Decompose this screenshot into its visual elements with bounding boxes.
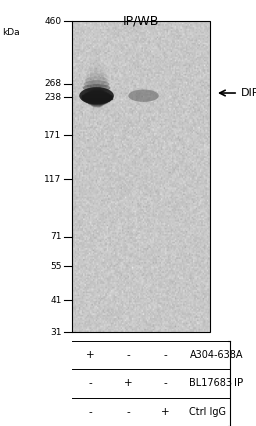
- Text: Ctrl IgG: Ctrl IgG: [189, 407, 227, 417]
- Ellipse shape: [79, 87, 114, 104]
- Ellipse shape: [84, 81, 109, 88]
- Text: 41: 41: [50, 296, 61, 305]
- Text: IP/WB: IP/WB: [123, 15, 159, 28]
- Text: +: +: [161, 407, 170, 417]
- Ellipse shape: [128, 89, 159, 102]
- Text: -: -: [89, 407, 92, 417]
- Text: A304-638A: A304-638A: [189, 350, 243, 360]
- Ellipse shape: [83, 84, 110, 92]
- Ellipse shape: [85, 77, 108, 84]
- Text: BL17683: BL17683: [189, 378, 232, 389]
- Text: +: +: [124, 378, 132, 389]
- Text: +: +: [86, 350, 95, 360]
- Text: kDa: kDa: [3, 28, 20, 37]
- Text: 117: 117: [44, 175, 61, 184]
- Text: -: -: [164, 350, 167, 360]
- Text: -: -: [126, 350, 130, 360]
- Text: -: -: [126, 407, 130, 417]
- Text: 268: 268: [44, 79, 61, 88]
- Text: -: -: [89, 378, 92, 389]
- Text: -: -: [164, 378, 167, 389]
- Text: DIP2B: DIP2B: [241, 88, 256, 98]
- Text: 238: 238: [44, 93, 61, 102]
- Text: 460: 460: [44, 17, 61, 26]
- Text: 55: 55: [50, 262, 61, 271]
- Ellipse shape: [86, 73, 107, 81]
- Text: 171: 171: [44, 131, 61, 140]
- Text: IP: IP: [234, 378, 243, 389]
- Text: 31: 31: [50, 328, 61, 337]
- Text: 71: 71: [50, 232, 61, 241]
